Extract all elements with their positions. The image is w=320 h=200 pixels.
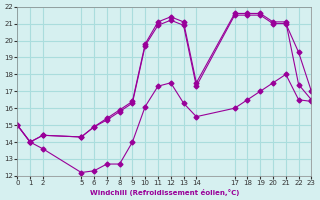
X-axis label: Windchill (Refroidissement éolien,°C): Windchill (Refroidissement éolien,°C) bbox=[90, 189, 239, 196]
